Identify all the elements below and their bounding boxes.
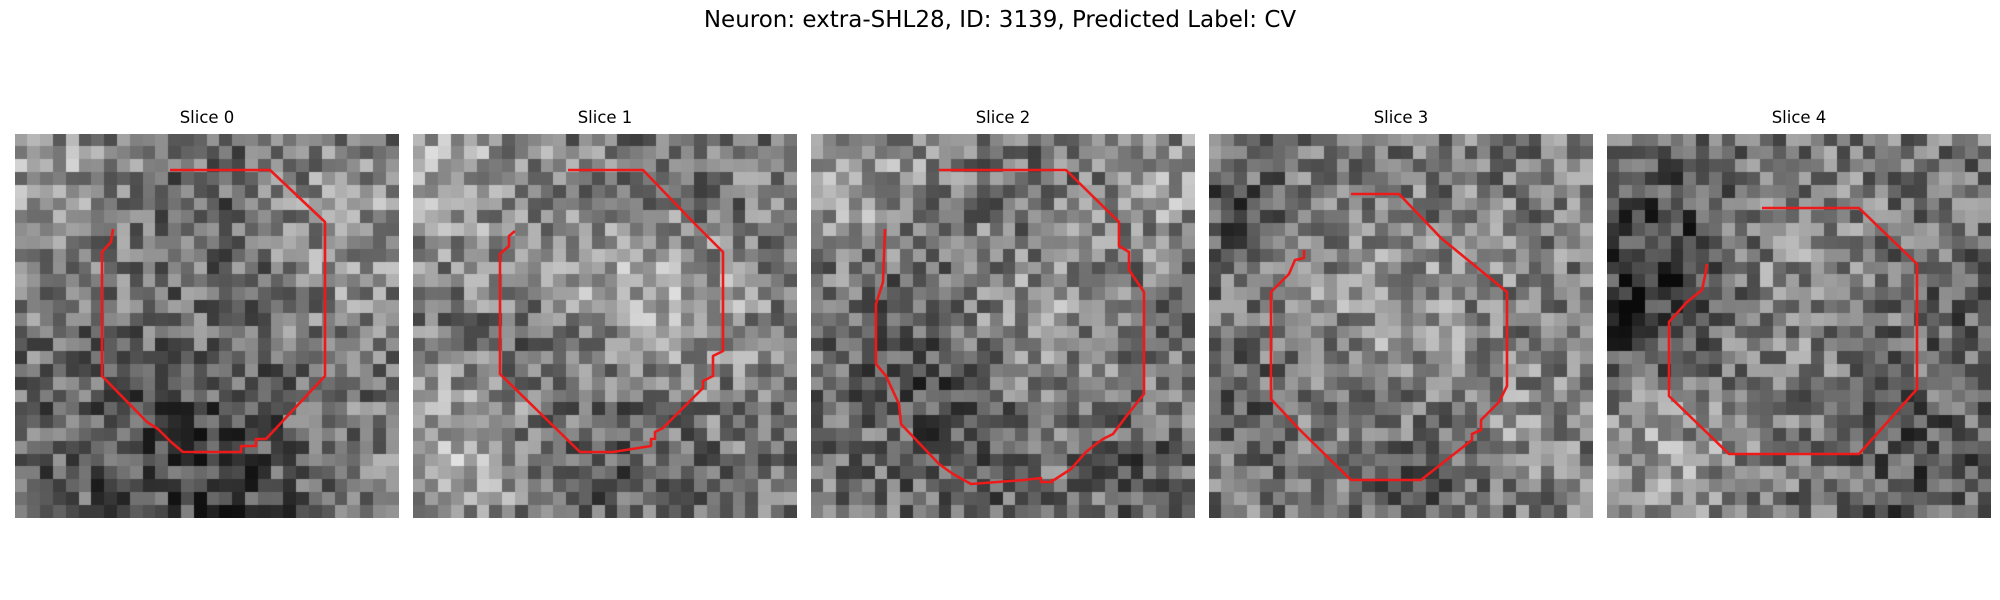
slice-title: Slice 0 — [179, 108, 235, 127]
cell-contour-overlay — [874, 168, 1146, 486]
slice-title: Slice 2 — [975, 108, 1031, 127]
cell-contour — [874, 168, 1146, 486]
cell-contour — [498, 168, 725, 454]
cell-contour-overlay — [498, 168, 725, 454]
slice-image — [1607, 134, 1991, 518]
cell-contour-overlay — [1667, 206, 1919, 456]
slice-panel-1: Slice 1 — [413, 108, 797, 518]
grayscale-image — [413, 134, 797, 518]
slice-title: Slice 1 — [577, 108, 633, 127]
cell-contour — [100, 168, 327, 454]
cell-contour-overlay — [100, 168, 327, 454]
slice-panel-4: Slice 4 — [1607, 108, 1991, 518]
slice-panel-3: Slice 3 — [1209, 108, 1593, 518]
cell-contour-overlay — [1269, 192, 1509, 482]
cell-contour — [1269, 192, 1509, 482]
slice-panel-2: Slice 2 — [811, 108, 1195, 518]
slice-image — [811, 134, 1195, 518]
slice-image — [1209, 134, 1593, 518]
slice-title: Slice 4 — [1771, 108, 1827, 127]
slice-image — [15, 134, 399, 518]
grayscale-image — [15, 134, 399, 518]
grayscale-image — [1209, 134, 1593, 518]
slice-title: Slice 3 — [1373, 108, 1429, 127]
figure-title: Neuron: extra-SHL28, ID: 3139, Predicted… — [703, 7, 1297, 33]
cell-contour — [1667, 206, 1919, 456]
slice-panel-0: Slice 0 — [15, 108, 399, 518]
slice-image — [413, 134, 797, 518]
